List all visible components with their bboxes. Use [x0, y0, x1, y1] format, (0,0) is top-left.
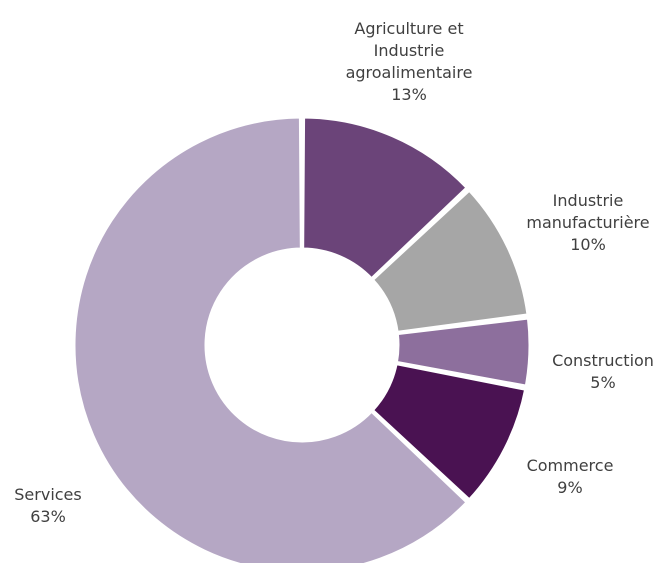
slice-label-3: Commerce 9%: [527, 456, 614, 497]
slice-name-line: Commerce: [527, 456, 614, 475]
slice-name-line: Construction: [552, 351, 654, 370]
slice-value-label: 9%: [557, 478, 582, 497]
slice-name-line: Industrie: [374, 41, 445, 60]
donut-slices: [72, 115, 532, 563]
donut-slice-3: [370, 361, 528, 503]
slice-label-2: Construction 5%: [552, 351, 654, 392]
donut-slice-1: [370, 187, 530, 334]
donut-slice-0: [301, 115, 470, 281]
slice-label-1: Industrie manufacturière 10%: [526, 191, 649, 254]
slice-value-label: 13%: [391, 85, 427, 104]
slice-label-0: Agriculture et Industrie agroalimentaire 13…: [346, 19, 473, 104]
slice-name-line: agroalimentaire: [346, 63, 473, 82]
slice-value-label: 63%: [30, 507, 66, 526]
slice-name-line: Services: [14, 485, 81, 504]
slice-name-line: Agriculture et: [354, 19, 463, 38]
slice-value-label: 10%: [570, 235, 606, 254]
slice-label-4: Services 63%: [14, 485, 81, 526]
slice-name-line: Industrie: [553, 191, 624, 210]
slice-name-line: manufacturière: [526, 213, 649, 232]
donut-slice-4: [72, 115, 470, 563]
donut-slice-2: [394, 316, 532, 388]
slice-labels: Agriculture et Industrie agroalimentaire 13…: [14, 19, 654, 526]
slice-value-label: 5%: [590, 373, 615, 392]
